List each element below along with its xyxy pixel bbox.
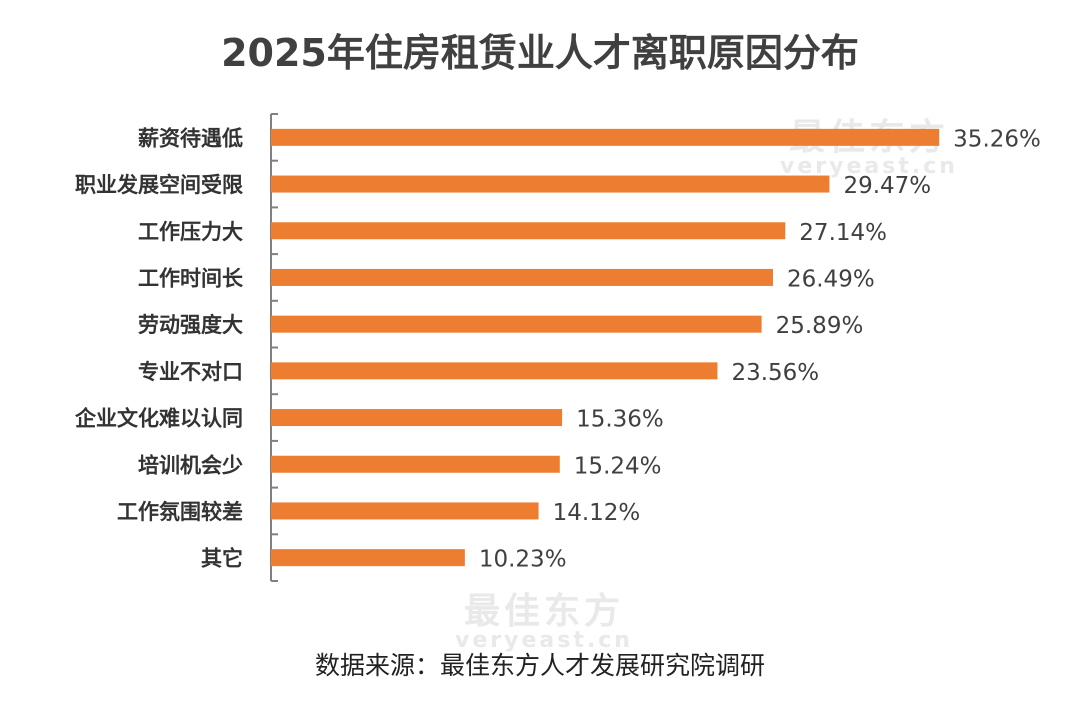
- category-label: 工作压力大: [138, 220, 243, 244]
- bar: [271, 409, 563, 427]
- bar: [271, 222, 786, 240]
- bar: [271, 362, 718, 380]
- bar: [271, 455, 560, 473]
- bar: [271, 175, 830, 193]
- value-label: 27.14%: [799, 220, 887, 246]
- category-label: 企业文化难以认同: [74, 407, 243, 431]
- value-label: 14.12%: [553, 500, 641, 526]
- chart-title: 2025年住房租赁业人才离职原因分布: [221, 31, 859, 75]
- value-label: 23.56%: [731, 360, 819, 386]
- bar: [271, 502, 539, 520]
- category-label: 专业不对口: [138, 360, 243, 384]
- bar: [271, 315, 762, 333]
- value-label: 35.26%: [953, 126, 1041, 152]
- data-source: 数据来源：最佳东方人才发展研究院调研: [314, 651, 765, 680]
- category-label: 薪资待遇低: [138, 126, 243, 150]
- value-label: 25.89%: [776, 313, 864, 339]
- value-label: 15.24%: [574, 453, 662, 479]
- category-label: 劳动强度大: [138, 313, 243, 337]
- value-label: 26.49%: [787, 266, 875, 292]
- bar: [271, 128, 940, 146]
- category-label: 其它: [201, 547, 243, 571]
- value-label: 10.23%: [479, 547, 567, 573]
- category-label: 培训机会少: [138, 453, 243, 477]
- category-label: 职业发展空间受限: [75, 173, 243, 197]
- category-label: 工作时间长: [138, 266, 244, 290]
- bar: [271, 549, 465, 567]
- bar: [271, 268, 773, 286]
- category-label: 工作氛围较差: [117, 500, 243, 524]
- value-label: 15.36%: [576, 407, 664, 433]
- value-label: 29.47%: [843, 173, 931, 199]
